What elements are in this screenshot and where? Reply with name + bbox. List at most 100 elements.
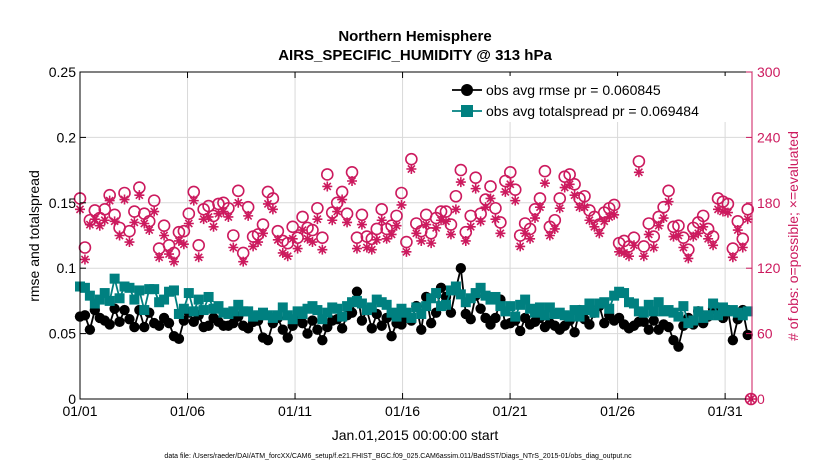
spread-point bbox=[104, 295, 115, 306]
obs-possible-point bbox=[503, 165, 517, 179]
obs-possible-point bbox=[538, 164, 552, 178]
legend-label-rmse: obs avg rmse pr = 0.060845 bbox=[486, 82, 661, 98]
spread-point bbox=[109, 273, 120, 284]
obs-evaluated-point bbox=[159, 230, 170, 241]
obs-evaluated-point bbox=[381, 233, 392, 244]
obs-possible-point bbox=[375, 203, 389, 216]
obs-evaluated-point bbox=[238, 256, 249, 267]
obs-possible-point bbox=[256, 218, 270, 231]
spread-point bbox=[648, 306, 659, 317]
obs-possible-point bbox=[731, 215, 745, 228]
rmse-point bbox=[584, 319, 595, 330]
obs-possible-point bbox=[489, 201, 502, 215]
obs-possible-point bbox=[479, 193, 492, 206]
spread-point bbox=[544, 302, 555, 313]
rmse-point bbox=[366, 323, 378, 334]
rmse-point bbox=[119, 304, 130, 316]
obs-possible-point bbox=[662, 184, 675, 198]
obs-evaluated-point bbox=[559, 182, 570, 193]
rmse-point bbox=[297, 317, 308, 329]
obs-evaluated-point bbox=[445, 229, 456, 240]
x-tick-label: 01/16 bbox=[385, 403, 420, 419]
spread-point bbox=[297, 308, 308, 319]
obs-evaluated-point bbox=[688, 231, 699, 242]
legend-label-spread: obs avg totalspread pr = 0.069484 bbox=[486, 103, 699, 119]
obs-possible-point bbox=[672, 219, 685, 232]
obs-possible-point bbox=[696, 209, 710, 223]
rmse-point bbox=[163, 317, 175, 329]
spread-point bbox=[678, 301, 689, 312]
obs-evaluated-point bbox=[79, 254, 90, 265]
obs-possible-point bbox=[395, 186, 408, 200]
obs-possible-point bbox=[365, 232, 379, 246]
spread-point bbox=[94, 294, 105, 305]
spread-point bbox=[401, 307, 412, 318]
obs-possible-point bbox=[172, 225, 186, 239]
obs-evaluated-point bbox=[223, 211, 234, 222]
y-tick-label: 0.25 bbox=[49, 64, 76, 80]
spread-point bbox=[440, 299, 451, 310]
spread-point bbox=[124, 282, 135, 293]
obs-possible-point bbox=[637, 240, 651, 253]
obs-evaluated-point bbox=[183, 218, 194, 229]
obs-evaluated-point bbox=[168, 256, 179, 267]
obs-possible-point bbox=[642, 217, 656, 230]
spread-point bbox=[173, 308, 184, 319]
spread-point bbox=[317, 314, 328, 325]
obs-evaluated-point bbox=[668, 231, 679, 242]
obs-evaluated-point bbox=[154, 252, 165, 263]
obs-possible-point bbox=[484, 180, 497, 193]
obs-evaluated-point bbox=[717, 206, 728, 217]
spread-point bbox=[688, 315, 699, 326]
rmse-point bbox=[312, 324, 323, 335]
rmse-point bbox=[727, 334, 739, 346]
obs-evaluated-point bbox=[480, 202, 491, 213]
rmse-point bbox=[425, 317, 437, 329]
y2-tick-label: 0 bbox=[757, 391, 765, 407]
x-tick-label: 01/26 bbox=[600, 403, 635, 419]
obs-possible-point bbox=[405, 152, 418, 166]
rmse-point bbox=[643, 324, 654, 335]
obs-possible-point bbox=[251, 228, 265, 241]
obs-possible-point bbox=[266, 192, 280, 205]
obs-evaluated-point bbox=[525, 233, 536, 244]
spread-point bbox=[495, 301, 506, 312]
rmse-point bbox=[416, 324, 427, 335]
spread-point bbox=[99, 288, 110, 299]
axes: 01/01 01/06 01/11 01/16 01/21 01/26 01/31 0 0.05… bbox=[49, 64, 781, 419]
obs-possible-point bbox=[335, 185, 349, 199]
y-tick-label: 0.1 bbox=[57, 260, 77, 276]
obs-possible-point bbox=[157, 219, 171, 232]
obs-possible-point bbox=[607, 198, 621, 212]
obs-evaluated-point bbox=[114, 230, 125, 241]
rmse-point bbox=[455, 263, 467, 274]
spread-point bbox=[381, 299, 392, 310]
obs-evaluated-point bbox=[193, 252, 204, 263]
obs-evaluated-point bbox=[243, 210, 254, 221]
obs-evaluated-point bbox=[178, 239, 189, 250]
obs-evaluated-point bbox=[149, 206, 160, 217]
rmse-point bbox=[277, 324, 288, 335]
spread-point bbox=[703, 310, 714, 321]
obs-evaluated-point bbox=[119, 194, 130, 205]
obs-evaluated-point bbox=[426, 238, 437, 249]
obs-possible-point bbox=[207, 209, 220, 223]
rmse-point bbox=[356, 315, 368, 326]
rmse-point bbox=[84, 324, 96, 335]
obs-evaluated-point bbox=[638, 251, 649, 262]
obs-evaluated-point bbox=[322, 181, 333, 192]
rmse-point bbox=[599, 317, 610, 329]
spread-point bbox=[510, 311, 521, 322]
rmse-point bbox=[262, 334, 274, 346]
obs-evaluated-point bbox=[188, 195, 199, 206]
spread-point bbox=[416, 308, 427, 319]
spread-point bbox=[490, 291, 501, 302]
spread-point bbox=[356, 298, 367, 309]
obs-evaluated-point bbox=[421, 219, 432, 230]
obs-evaluated-point bbox=[307, 237, 318, 248]
spread-point bbox=[455, 289, 466, 300]
obs-evaluated-point bbox=[396, 199, 407, 210]
obs-evaluated-point bbox=[708, 240, 719, 251]
y2-tick-label: 180 bbox=[757, 195, 781, 211]
spread-point bbox=[134, 285, 145, 296]
